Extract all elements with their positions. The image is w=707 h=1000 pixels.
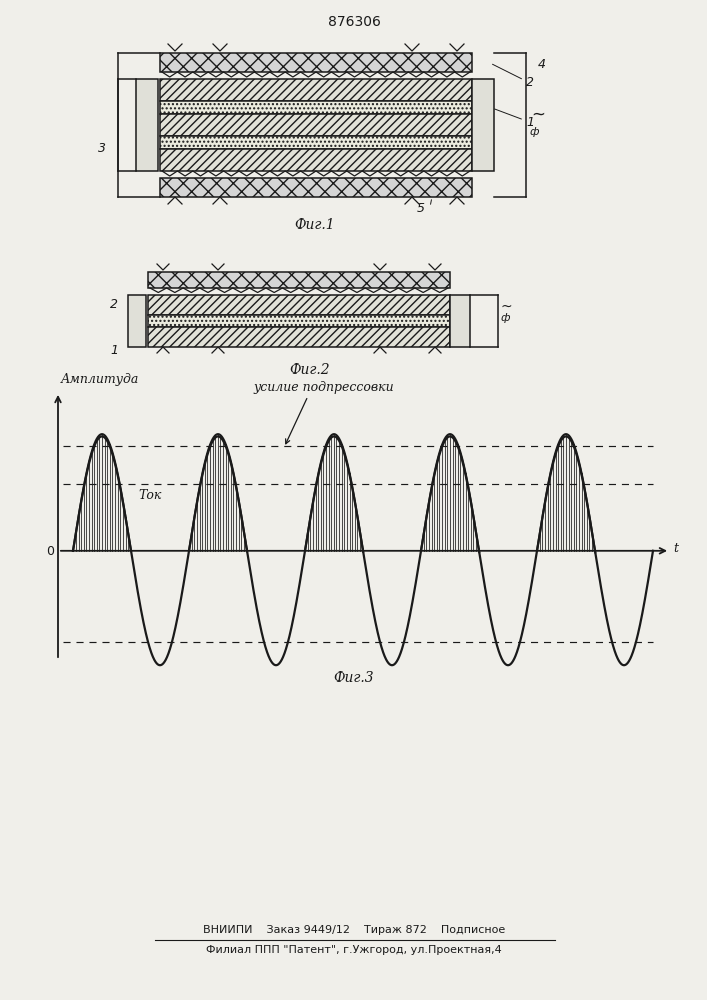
Text: t: t xyxy=(674,542,679,555)
Text: Ток: Ток xyxy=(138,489,161,502)
Bar xyxy=(148,272,450,288)
Text: 0: 0 xyxy=(46,545,54,558)
Bar xyxy=(160,53,472,72)
Text: Фиг.2: Фиг.2 xyxy=(290,363,330,377)
Bar xyxy=(148,315,450,327)
Text: ~: ~ xyxy=(500,300,512,314)
Bar xyxy=(160,101,472,114)
Text: 3: 3 xyxy=(98,142,106,155)
Text: Филиал ППП "Патент", г.Ужгород, ул.Проектная,4: Филиал ППП "Патент", г.Ужгород, ул.Проек… xyxy=(206,945,502,955)
Text: ~: ~ xyxy=(531,106,545,124)
Bar xyxy=(160,178,472,197)
Bar xyxy=(472,79,494,171)
Bar xyxy=(160,79,472,101)
Text: 2: 2 xyxy=(526,76,534,89)
Bar xyxy=(450,295,470,347)
Text: Фиг.3: Фиг.3 xyxy=(334,671,374,685)
Bar xyxy=(160,136,472,149)
Text: Амплитуда: Амплитуда xyxy=(61,373,139,386)
Text: 5: 5 xyxy=(417,202,425,215)
Text: усилие подпрессовки: усилие подпрессовки xyxy=(253,381,394,394)
Text: ф: ф xyxy=(529,127,539,137)
Text: 4: 4 xyxy=(538,58,546,72)
Bar xyxy=(148,295,450,315)
Bar xyxy=(160,149,472,171)
Text: 876306: 876306 xyxy=(327,15,380,29)
Text: ф: ф xyxy=(500,313,510,323)
Text: 1: 1 xyxy=(526,115,534,128)
Bar xyxy=(160,114,472,136)
Text: Фиг.1: Фиг.1 xyxy=(295,218,335,232)
Text: ВНИИПИ    Заказ 9449/12    Тираж 872    Подписное: ВНИИПИ Заказ 9449/12 Тираж 872 Подписное xyxy=(203,925,505,935)
Bar xyxy=(136,79,158,171)
Bar xyxy=(148,327,450,347)
Bar xyxy=(128,295,146,347)
Text: 1: 1 xyxy=(110,344,118,357)
Text: 2: 2 xyxy=(110,298,118,312)
